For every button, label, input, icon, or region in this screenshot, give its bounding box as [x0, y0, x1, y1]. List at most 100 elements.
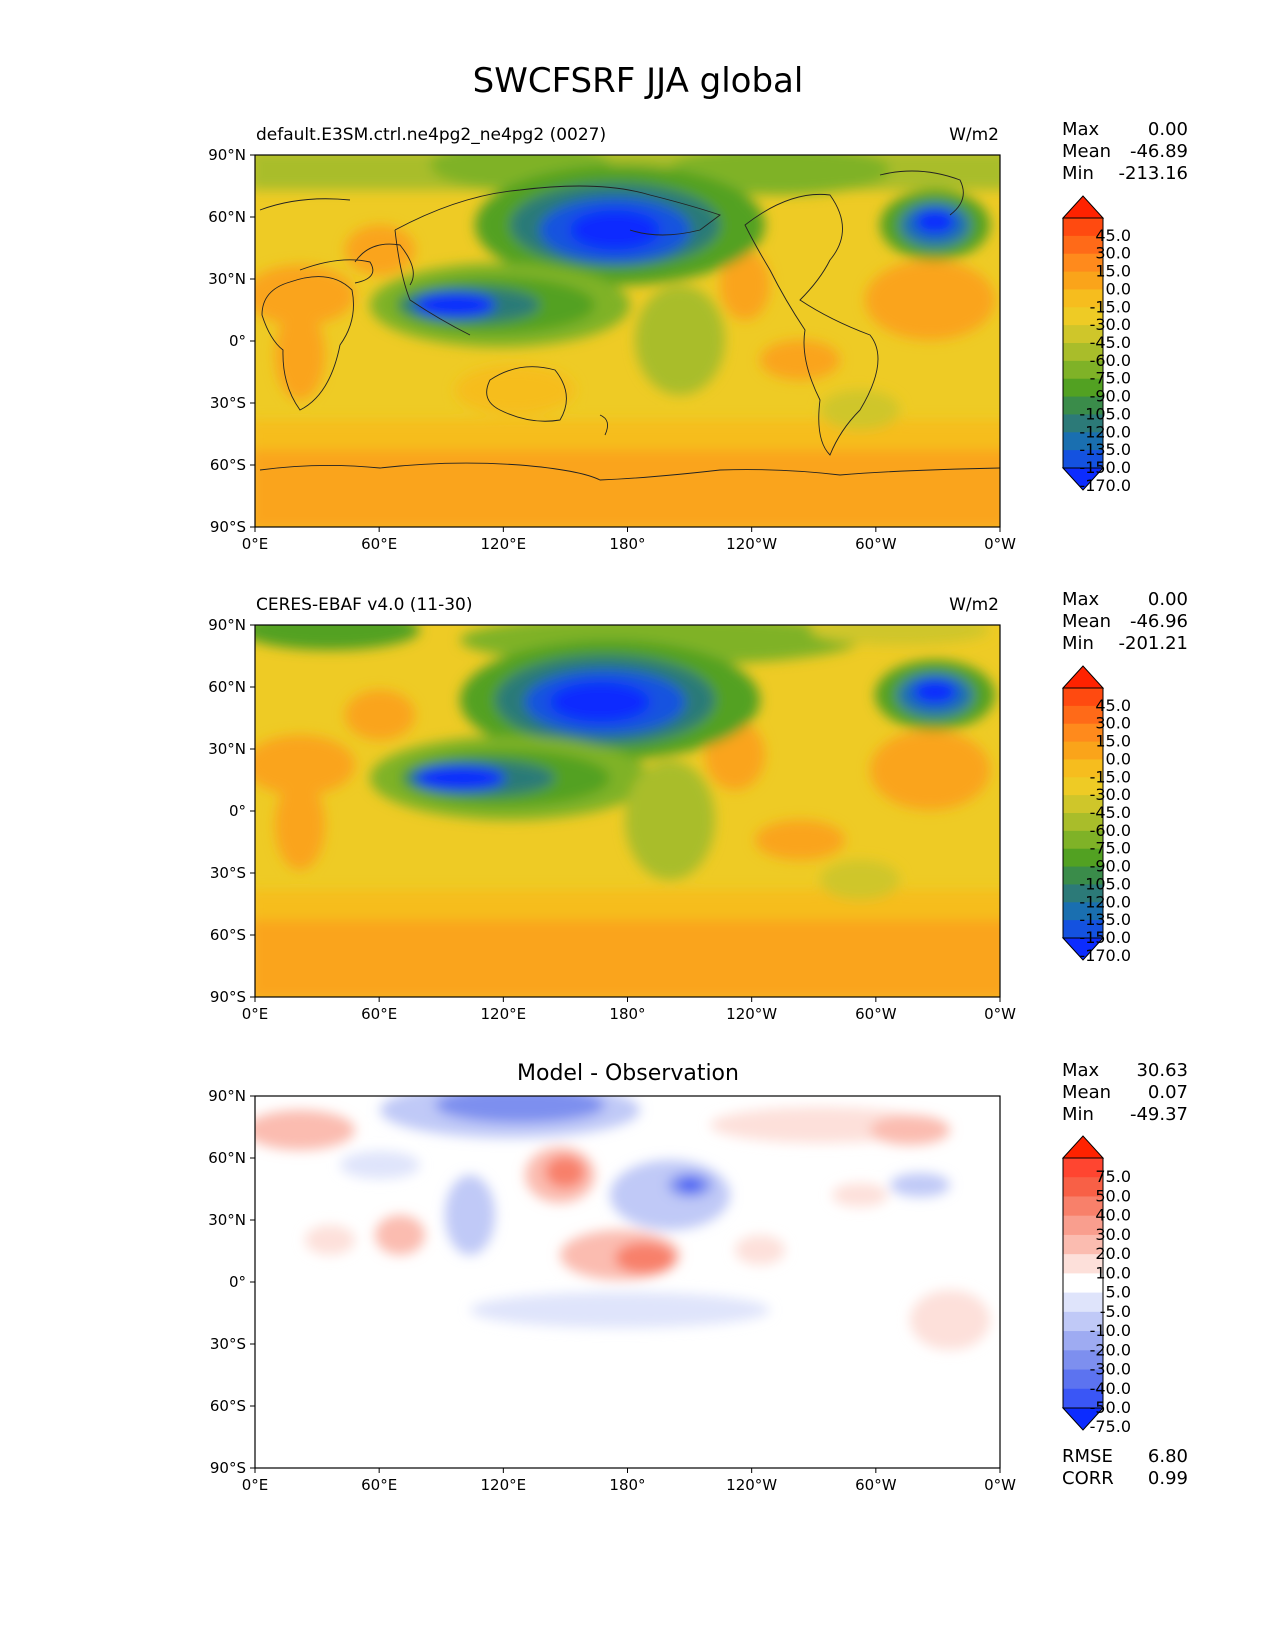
colorbar-segment [1063, 360, 1103, 380]
colorbar-segment [1063, 450, 1103, 469]
lat-tick-label: 30°S [210, 1335, 246, 1353]
colorbar-segment [1063, 723, 1103, 743]
colorbar-segment [1063, 289, 1103, 308]
stat-label-mean: Mean [1062, 1082, 1111, 1103]
colorbar-segment [1063, 759, 1103, 778]
stats: Max 0.00 Mean -46.96 Min -201.21 [1062, 589, 1188, 654]
lon-tick-label: 180° [609, 1005, 645, 1023]
colorbar-label: 75.0 [1095, 1167, 1131, 1186]
lat-tick-label: 30°S [210, 864, 246, 882]
colorbar-label: -150.0 [1079, 928, 1131, 947]
stat-value-max: 0.00 [1148, 589, 1188, 610]
colorbar-extension-top [1061, 1135, 1105, 1159]
lon-tick-label: 60°W [855, 535, 897, 553]
colorbar-label: -120.0 [1079, 892, 1131, 911]
lon-tick-label: 120°W [726, 535, 777, 553]
lon-tick-label: 0°W [984, 1005, 1016, 1023]
stat-label-rmse: RMSE [1062, 1446, 1113, 1467]
lat-tick-label: 0° [229, 332, 246, 350]
stat-value-mean: -46.96 [1130, 611, 1188, 632]
lat-tick-label: 60°N [208, 1149, 246, 1167]
colorbar-segment [1063, 271, 1103, 290]
colorbar-segment [1063, 218, 1103, 237]
colorbar-label: -60.0 [1090, 821, 1131, 840]
stat-value-min: -49.37 [1130, 1104, 1188, 1125]
colorbar-label: -135.0 [1079, 440, 1131, 459]
stat-value-max: 30.63 [1136, 1060, 1188, 1081]
lat-tick-label: 60°S [210, 1397, 246, 1415]
colorbar-label: -15.0 [1090, 297, 1131, 316]
stat-label-max: Max [1062, 119, 1100, 140]
colorbar-segment [1063, 378, 1103, 398]
stat-value-mean: 0.07 [1148, 1082, 1188, 1103]
lon-tick-label: 60°E [361, 1476, 397, 1494]
stat-value-min: -201.21 [1119, 633, 1188, 654]
colorbar-segment [1063, 795, 1103, 814]
colorbar-label: -10.0 [1090, 1321, 1131, 1340]
colorbar-segment [1063, 396, 1103, 415]
colorbar-label: -170.0 [1079, 476, 1131, 495]
lon-tick-label: 180° [609, 535, 645, 553]
colorbar: 45.030.015.00.0-15.0-30.0-45.0-60.0-75.0… [1061, 195, 1131, 495]
colorbar-label: -135.0 [1079, 910, 1131, 929]
panel-title-left: CERES-EBAF v4.0 (11-30) [256, 595, 472, 615]
colorbar-segment [1063, 848, 1103, 868]
colorbar-segment [1063, 307, 1103, 326]
panel-units: W/m2 [949, 125, 999, 145]
colorbar-outline [1062, 217, 1104, 469]
colorbar-segment [1063, 1331, 1103, 1351]
colorbar-segment [1063, 1215, 1103, 1236]
stat-value-mean: -46.89 [1130, 141, 1188, 162]
stats: Max 0.00 Mean -46.89 Min -213.16 [1062, 119, 1188, 184]
colorbar-segment [1063, 741, 1103, 760]
colorbar-label: -120.0 [1079, 422, 1131, 441]
colorbar-segment [1063, 1369, 1103, 1390]
lon-tick-label: 120°W [726, 1005, 777, 1023]
colorbar-segment [1063, 432, 1103, 451]
axis-ticks: 90°N 60°N 30°N 0° 30°S 60°S 90°S0°E 60°E 120°E 18… [208, 146, 1016, 553]
lon-tick-label: 0°E [242, 1005, 269, 1023]
colorbar-segment [1063, 902, 1103, 921]
colorbar-segment [1063, 1311, 1103, 1332]
panel-model: default.E3SM.ctrl.ne4pg2_ne4pg2 (0027) W… [208, 119, 1188, 553]
colorbar-label: -30.0 [1090, 785, 1131, 804]
colorbar-label: -150.0 [1079, 458, 1131, 477]
colorbar-segment [1063, 688, 1103, 707]
lon-tick-label: 60°E [361, 535, 397, 553]
colorbar-segment [1063, 253, 1103, 273]
lat-tick-label: 90°N [208, 1087, 246, 1105]
colorbar-segment [1063, 1388, 1103, 1409]
colorbar-segment [1063, 1158, 1103, 1178]
colorbar-segment [1063, 1292, 1103, 1313]
stat-label-max: Max [1062, 1060, 1100, 1081]
colorbar-segment [1063, 414, 1103, 433]
colorbar-label: -30.0 [1090, 1360, 1131, 1379]
colorbar-label: 15.0 [1095, 732, 1131, 751]
colorbar-segment [1063, 325, 1103, 344]
colorbar-label: 15.0 [1095, 262, 1131, 281]
lat-tick-label: 60°S [210, 926, 246, 944]
colorbar-label: -170.0 [1079, 946, 1131, 965]
colorbar-label: 45.0 [1095, 226, 1131, 245]
lon-tick-label: 0°E [242, 535, 269, 553]
map-field [255, 155, 1000, 527]
lon-tick-label: 180° [609, 1476, 645, 1494]
lat-tick-label: 90°S [210, 1459, 246, 1477]
colorbar-label: 5.0 [1106, 1283, 1131, 1302]
colorbar-label: 0.0 [1106, 279, 1131, 298]
colorbar-segment [1063, 920, 1103, 939]
lat-tick-label: 60°S [210, 456, 246, 474]
lon-tick-label: 0°W [984, 535, 1016, 553]
colorbar-label: -20.0 [1090, 1340, 1131, 1359]
lat-tick-label: 90°S [210, 988, 246, 1006]
colorbar-label: 40.0 [1095, 1206, 1131, 1225]
figure-title: SWCFSRF JJA global [473, 61, 804, 101]
lat-tick-label: 60°N [208, 678, 246, 696]
lat-tick-label: 30°N [208, 1211, 246, 1229]
colorbar-segment [1063, 1350, 1103, 1371]
lat-tick-label: 0° [229, 802, 246, 820]
colorbar-label: -30.0 [1090, 315, 1131, 334]
stat-label-min: Min [1062, 1104, 1094, 1125]
stat-label-mean: Mean [1062, 611, 1111, 632]
